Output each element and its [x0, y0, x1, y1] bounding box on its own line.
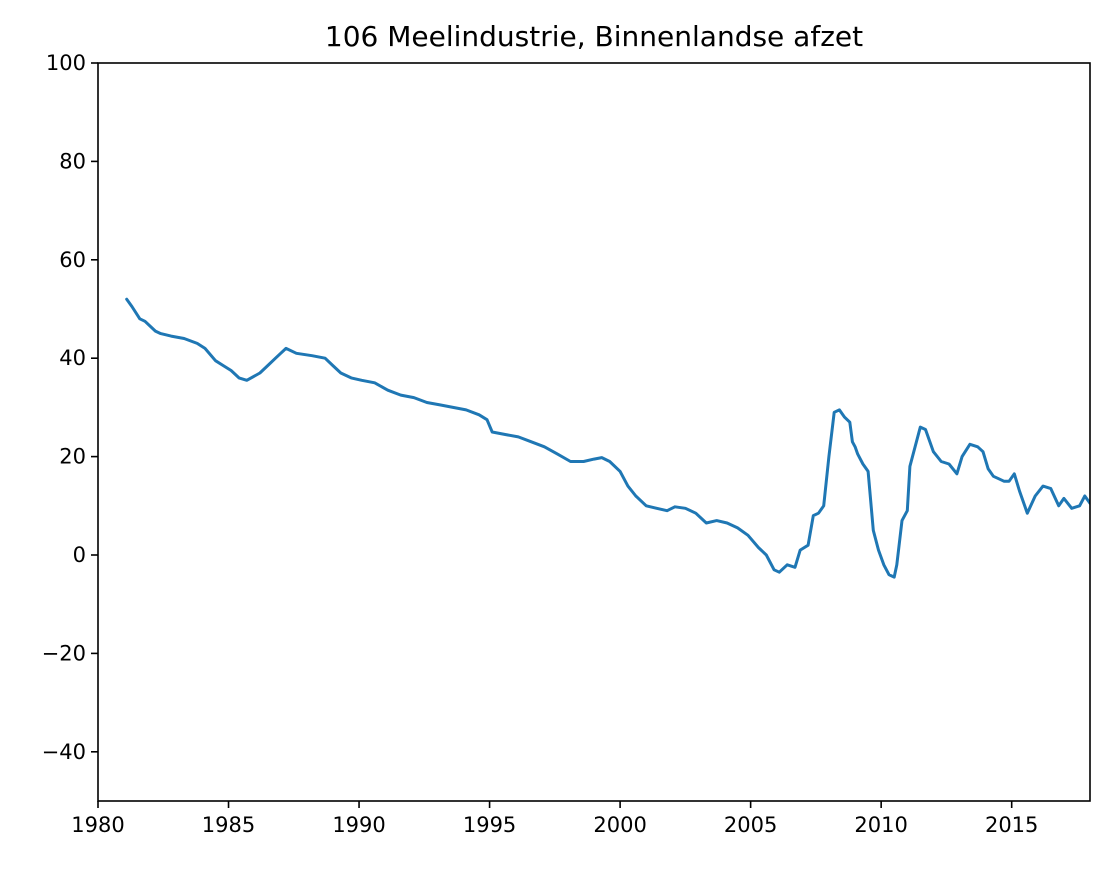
y-tick-label: 20	[59, 445, 86, 469]
plot-frame	[97, 62, 1091, 802]
chart-title: 106 Meelindustrie, Binnenlandse afzet	[325, 20, 863, 53]
y-tick-label: −20	[42, 641, 86, 665]
x-tick-label: 2015	[985, 813, 1038, 837]
x-tick-label: 1990	[332, 813, 385, 837]
y-tick-label: 80	[59, 149, 86, 173]
x-tick-label: 2010	[854, 813, 907, 837]
series-layer	[125, 297, 1090, 579]
y-tick-label: −40	[42, 740, 86, 764]
x-tick-label: 2005	[724, 813, 777, 837]
x-axis: 1980 1985 1990 1995 2000 2005 2010 2015	[71, 801, 1038, 837]
x-tick-label: 1980	[71, 813, 124, 837]
y-tick-label: 60	[59, 248, 86, 272]
series-line	[125, 297, 1090, 579]
y-tick-label: 100	[46, 51, 86, 75]
x-tick-label: 1985	[202, 813, 255, 837]
y-tick-label: 40	[59, 346, 86, 370]
y-axis: −40 −20 0 20 40 60 80 100	[42, 51, 98, 764]
x-tick-label: 2000	[593, 813, 646, 837]
x-tick-label: 1995	[463, 813, 516, 837]
y-tick-label: 0	[73, 543, 86, 567]
